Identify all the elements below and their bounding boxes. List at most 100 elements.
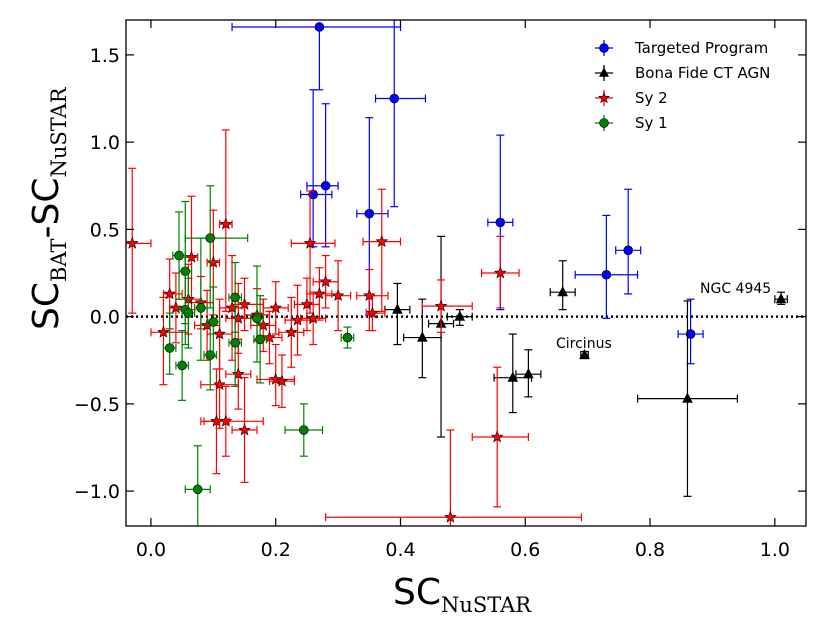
x-tick-label: 0.4 [385,539,415,561]
y-axis-label: SCBAT-SCNuSTAR [26,86,71,330]
marker-star [269,372,283,385]
marker-circle [364,208,375,219]
data-point [278,296,305,368]
y-tick-label: 1.0 [90,132,120,154]
axes-layer: 0.0 0.2 0.4 0.6 0.8 1.0 −1.0 −0.5 0.0 0.5 1.0 1.5 [74,19,807,561]
data-point [306,267,333,321]
legend-label-sy2: Sy 2 [635,89,668,107]
annotation-ngc-4945: NGC 4945 [700,281,771,297]
marker-circle [601,269,612,280]
data-point [231,377,258,483]
marker-circle [389,93,400,104]
marker-circle [208,317,219,327]
data-point [362,188,402,312]
data-point [203,319,218,391]
y-tick-label: −0.5 [74,394,120,416]
marker-triangle [775,293,787,304]
data-point [162,312,177,375]
marker-circle [192,484,203,495]
data-point [636,300,738,497]
data-point [365,295,386,332]
data-point [206,286,221,358]
marker-star [126,236,139,249]
data-point [231,22,402,91]
data-point [549,260,576,311]
data-point [374,20,427,208]
marker-star [210,414,223,427]
data-point [250,265,264,363]
x-label-sc: SC [393,572,441,613]
data-point [253,295,267,384]
marker-star [163,287,176,300]
marker-star [263,330,276,343]
marker-circle [495,217,506,228]
x-tick-label: 1.0 [760,539,790,561]
data-point [312,254,339,309]
marker-star [275,374,289,387]
marker-star [207,255,220,268]
data-point [774,291,788,306]
data-point [515,349,542,398]
legend-entry-sy2: Sy 2 [595,89,668,107]
data-point [615,188,642,295]
marker-circle [342,332,353,343]
data-point [403,298,442,379]
data-point [356,117,389,316]
marker-triangle [417,331,428,342]
data-point [293,277,320,332]
legend-box [584,30,798,138]
data-point [306,103,339,248]
series-layer [126,20,806,526]
marker-star [366,306,379,319]
legend-label-targeted-program: Targeted Program [634,39,768,57]
data-point [262,281,289,335]
marker-star [225,301,239,314]
annotation-circinus: Circinus [556,336,612,352]
plot-frame [125,19,807,527]
marker-star [169,301,183,314]
marker-triangle [523,368,534,379]
data-point [325,260,352,332]
marker-star [185,250,198,263]
marker-triangle [454,310,466,321]
data-point [206,298,233,370]
data-point [300,291,327,346]
marker-star [494,266,507,279]
marker-circle [230,337,240,348]
legend-entry-targeted-program: Targeted Program [595,39,768,57]
marker-star [157,325,170,338]
marker-star [306,311,320,324]
y-tick-label: 1.5 [90,45,120,67]
marker-triangle [579,348,590,360]
legend-label-sy1: Sy 1 [635,114,668,132]
marker-circle [314,22,325,32]
legend-marker-star [597,91,611,104]
marker-star [331,289,345,302]
marker-triangle [682,392,693,403]
data-point [228,298,243,388]
data-point [284,403,324,457]
marker-star [303,236,317,249]
marker-circle [623,245,634,256]
marker-circle [252,313,262,324]
marker-star [490,430,504,443]
data-point [677,298,704,365]
marker-star [434,299,448,312]
marker-triangle [557,286,568,297]
y-label-sub-nustar: NuSTAR [47,86,71,177]
data-point [184,445,211,526]
marker-circle [205,233,216,243]
series-targeted-program [231,20,704,365]
marker-circle [183,308,194,318]
marker-circle [255,334,265,345]
marker-circle [174,250,184,261]
data-point [175,329,189,401]
x-label-sub-nustar: NuSTAR [441,593,532,617]
marker-star [285,325,298,338]
x-tick-label: 0.2 [261,539,291,561]
data-point [480,235,520,309]
data-point [284,284,311,356]
series-sy-2 [126,129,583,526]
data-point [421,279,473,333]
